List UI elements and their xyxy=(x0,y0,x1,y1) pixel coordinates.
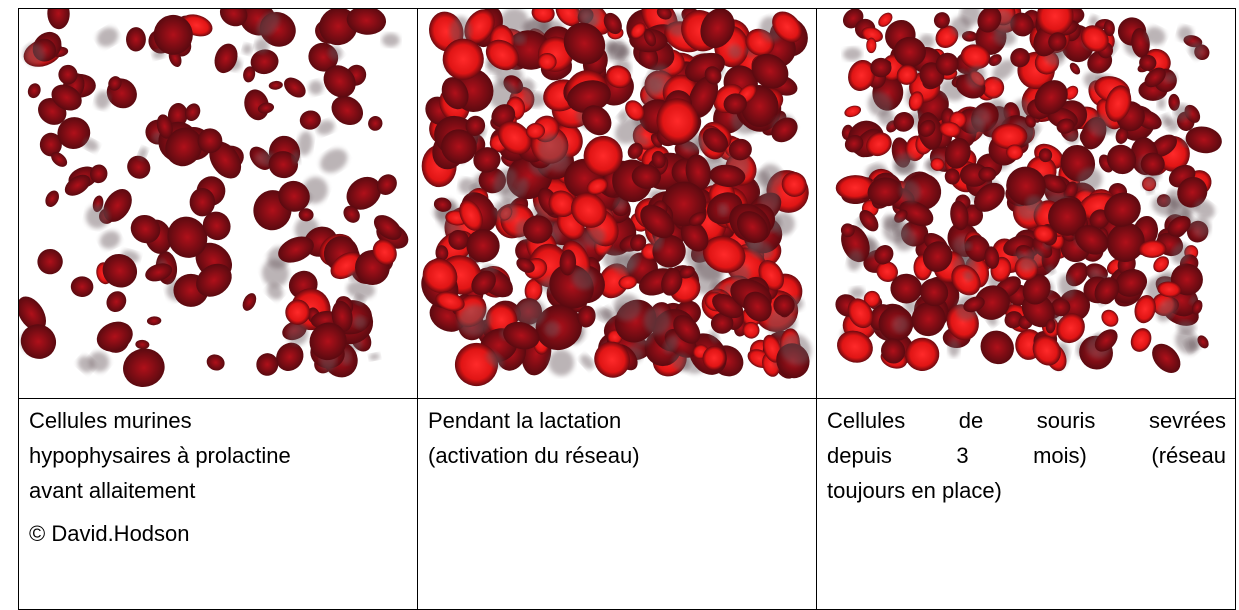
cell xyxy=(240,291,259,313)
cell xyxy=(47,9,70,30)
caption-line: toujours en place) xyxy=(827,473,1226,508)
cell xyxy=(241,43,253,56)
caption-cell: Cellulesdesourissevréesdepuis3mois)(rése… xyxy=(817,399,1236,610)
credit: © David.Hodson xyxy=(29,516,408,551)
caption-cell: Pendant la lactation(activation du résea… xyxy=(418,399,817,610)
cell xyxy=(268,80,283,90)
image-cell xyxy=(418,9,817,399)
cell xyxy=(204,352,227,374)
cell xyxy=(97,228,123,252)
cell xyxy=(577,352,596,372)
cell xyxy=(126,27,146,52)
page: Cellules murineshypophysaires à prolacti… xyxy=(0,0,1239,608)
cell xyxy=(1098,306,1122,330)
caption-line: avant allaitement xyxy=(29,473,408,508)
cell xyxy=(211,40,242,76)
cell xyxy=(548,349,575,377)
cell xyxy=(43,188,62,209)
caption-line: (activation du réseau) xyxy=(428,438,807,473)
figure-table: Cellules murineshypophysaires à prolacti… xyxy=(18,8,1236,610)
cell xyxy=(866,38,876,54)
cell xyxy=(307,79,325,97)
caption-cell: Cellules murineshypophysaires à prolacti… xyxy=(19,399,418,610)
cell xyxy=(147,316,162,326)
image-cell xyxy=(19,9,418,399)
cells xyxy=(418,9,816,394)
caption-line: Cellules murines xyxy=(29,403,408,438)
cell xyxy=(843,104,863,119)
cell xyxy=(366,114,385,133)
image-row xyxy=(19,9,1236,399)
caption-line: depuis3mois)(réseau xyxy=(827,438,1226,473)
cells xyxy=(831,9,1224,379)
image-cell xyxy=(817,9,1236,399)
cells xyxy=(19,9,413,392)
cell xyxy=(974,324,1021,371)
cell xyxy=(843,47,863,61)
cell xyxy=(92,316,137,356)
caption-line: hypophysaires à prolactine xyxy=(29,438,408,473)
cell xyxy=(103,287,131,315)
micrograph xyxy=(817,9,1235,398)
cell xyxy=(119,344,169,392)
micrograph xyxy=(418,9,816,398)
cell xyxy=(70,276,94,298)
micrograph xyxy=(19,9,417,398)
cell xyxy=(1068,61,1083,77)
cell xyxy=(32,244,67,279)
cell xyxy=(368,352,380,361)
cell xyxy=(93,24,121,51)
cell xyxy=(280,73,309,101)
cell xyxy=(26,81,43,100)
cell xyxy=(316,144,352,178)
cell xyxy=(135,339,150,349)
cell xyxy=(1127,325,1155,356)
caption-line: Pendant la lactation xyxy=(428,403,807,438)
cell xyxy=(382,33,400,47)
